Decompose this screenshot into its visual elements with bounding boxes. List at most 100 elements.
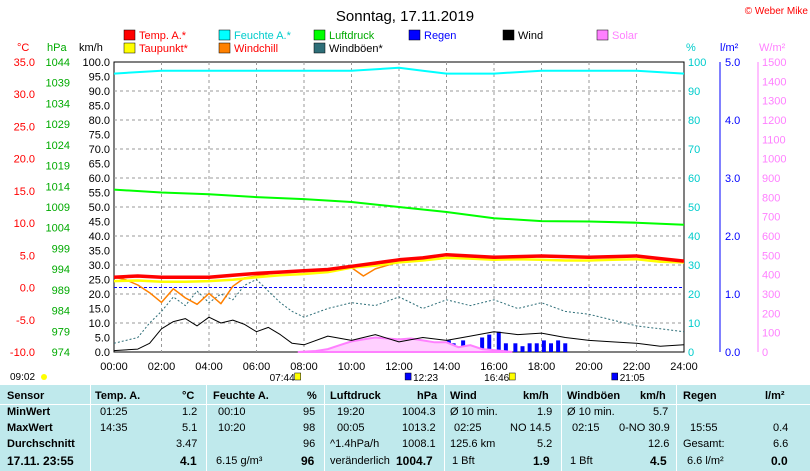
sun-left-dot	[41, 374, 47, 380]
legend-label: Temp. A.*	[139, 30, 187, 42]
now-press: 1004.7	[396, 454, 433, 468]
min-hum-time: 00:10	[218, 406, 246, 418]
tick-pressure: 1014	[46, 181, 70, 193]
tick-solar: 400	[762, 270, 780, 282]
tick-time: 14:00	[433, 361, 461, 373]
tick-temp: 20.0	[14, 154, 35, 166]
tick-rain: 3.0	[725, 173, 740, 185]
tick-solar: 200	[762, 308, 780, 320]
tick-wind: 50.0	[89, 202, 110, 214]
row-max-label: MaxWert	[7, 422, 53, 434]
legend-label: Solar	[612, 30, 638, 42]
tick-solar: 1400	[762, 76, 786, 88]
rain-bar	[513, 343, 518, 352]
unit-temp: °C	[17, 42, 29, 54]
sun-event-label: 16:46	[484, 373, 509, 382]
tick-temp: -10.0	[10, 347, 35, 359]
tick-time: 22:00	[623, 361, 651, 373]
tick-humidity: 60	[688, 173, 700, 185]
tick-wind: 35.0	[89, 246, 110, 258]
legend-swatch	[502, 29, 515, 41]
max-press: 1013.2	[402, 422, 436, 434]
series-temp-a	[113, 252, 685, 279]
legend-label: Feuchte A.*	[234, 30, 292, 42]
series-luftdruck	[113, 188, 685, 226]
legend-label: Regen	[424, 30, 456, 42]
tick-wind: 5.0	[95, 333, 110, 345]
sun-left-label: 09:02	[10, 372, 35, 382]
tick-wind: 100.0	[82, 57, 110, 69]
tick-pressure: 994	[52, 264, 70, 276]
grid	[114, 62, 684, 352]
max-hum: 98	[303, 422, 316, 434]
sun-event-marker	[404, 372, 412, 381]
tick-rain: 0.0	[725, 347, 740, 359]
tick-time: 04:00	[195, 361, 223, 373]
now-press-label: veränderlich	[330, 455, 390, 467]
unit-pressure: hPa	[47, 42, 67, 54]
tick-solar: 500	[762, 250, 780, 262]
tick-pressure: 1039	[46, 78, 70, 90]
hdr-sensor: Sensor	[7, 390, 45, 402]
hdr-temp-unit: °C	[182, 390, 195, 402]
hdr-press-unit: hPa	[417, 390, 438, 402]
tick-wind: 0.0	[95, 347, 110, 359]
tick-pressure: 1019	[46, 161, 70, 173]
tick-humidity: 30	[688, 260, 700, 272]
max-gust-dir: 0-NO 30.9	[619, 422, 670, 434]
rain-bar	[541, 340, 546, 352]
avg-rain-label: Gesamt:	[683, 438, 725, 450]
rain-bar	[563, 343, 568, 352]
sun-event-marker	[611, 372, 618, 381]
tick-solar: 1200	[762, 115, 786, 127]
tick-humidity: 10	[688, 318, 700, 330]
rain-bar	[487, 334, 492, 352]
legend-swatch	[313, 29, 326, 41]
tick-rain: 5.0	[725, 57, 740, 69]
stats-table: Sensor Temp. A. °C Feuchte A. % Luftdruc…	[0, 385, 810, 471]
avg-rain: 6.6	[773, 438, 789, 450]
min-press-time: 19:20	[337, 406, 365, 418]
tick-wind: 15.0	[89, 304, 110, 316]
tick-temp: 25.0	[14, 121, 35, 133]
hdr-wind-unit: km/h	[523, 390, 549, 402]
unit-rain: l/m²	[720, 42, 739, 54]
min-press: 1004.3	[402, 406, 436, 418]
tick-humidity: 70	[688, 144, 700, 156]
tick-wind: 90.0	[89, 86, 110, 98]
tick-wind: 85.0	[89, 101, 110, 113]
tick-humidity: 100	[688, 57, 706, 69]
tick-wind: 30.0	[89, 260, 110, 272]
now-wind: 1.9	[533, 454, 550, 468]
hdr-temp: Temp. A.	[95, 390, 141, 402]
legend-swatch	[596, 29, 609, 41]
tick-humidity: 80	[688, 115, 700, 127]
legend: Temp. A.* Feuchte A.* Luftdruck Regen Wind So…	[123, 29, 638, 55]
row-min-label: MinWert	[7, 406, 51, 418]
tick-temp: 5.0	[20, 250, 35, 262]
legend-swatch	[218, 42, 231, 54]
hdr-wind: Wind	[450, 390, 477, 402]
now-rain-label: 6.6 l/m²	[687, 455, 724, 467]
sun-event-marker	[508, 372, 516, 381]
rain-bar	[534, 343, 539, 352]
series-taupunkt	[113, 256, 685, 284]
tick-pressure: 1024	[46, 140, 70, 152]
sun-events: 09:02 07:44 12:23 16:46 21:05	[10, 372, 645, 382]
hdr-gust: Windböen	[567, 390, 621, 402]
rain-bar	[549, 343, 553, 352]
series-wind	[113, 316, 685, 352]
tick-humidity: 40	[688, 231, 700, 243]
hdr-rain-unit: l/m²	[765, 390, 785, 402]
tick-solar: 600	[762, 231, 780, 243]
sun-event-label: 21:05	[620, 373, 645, 382]
series-windb-en	[113, 279, 685, 344]
tick-pressure: 1029	[46, 119, 70, 131]
tick-solar: 1000	[762, 154, 786, 166]
sun-event-marker	[294, 372, 301, 381]
rain-bar	[496, 331, 501, 352]
tick-solar: 0	[762, 347, 768, 359]
tick-temp: 30.0	[14, 89, 35, 101]
tick-pressure: 1009	[46, 202, 70, 214]
tick-rain: 1.0	[725, 289, 740, 301]
